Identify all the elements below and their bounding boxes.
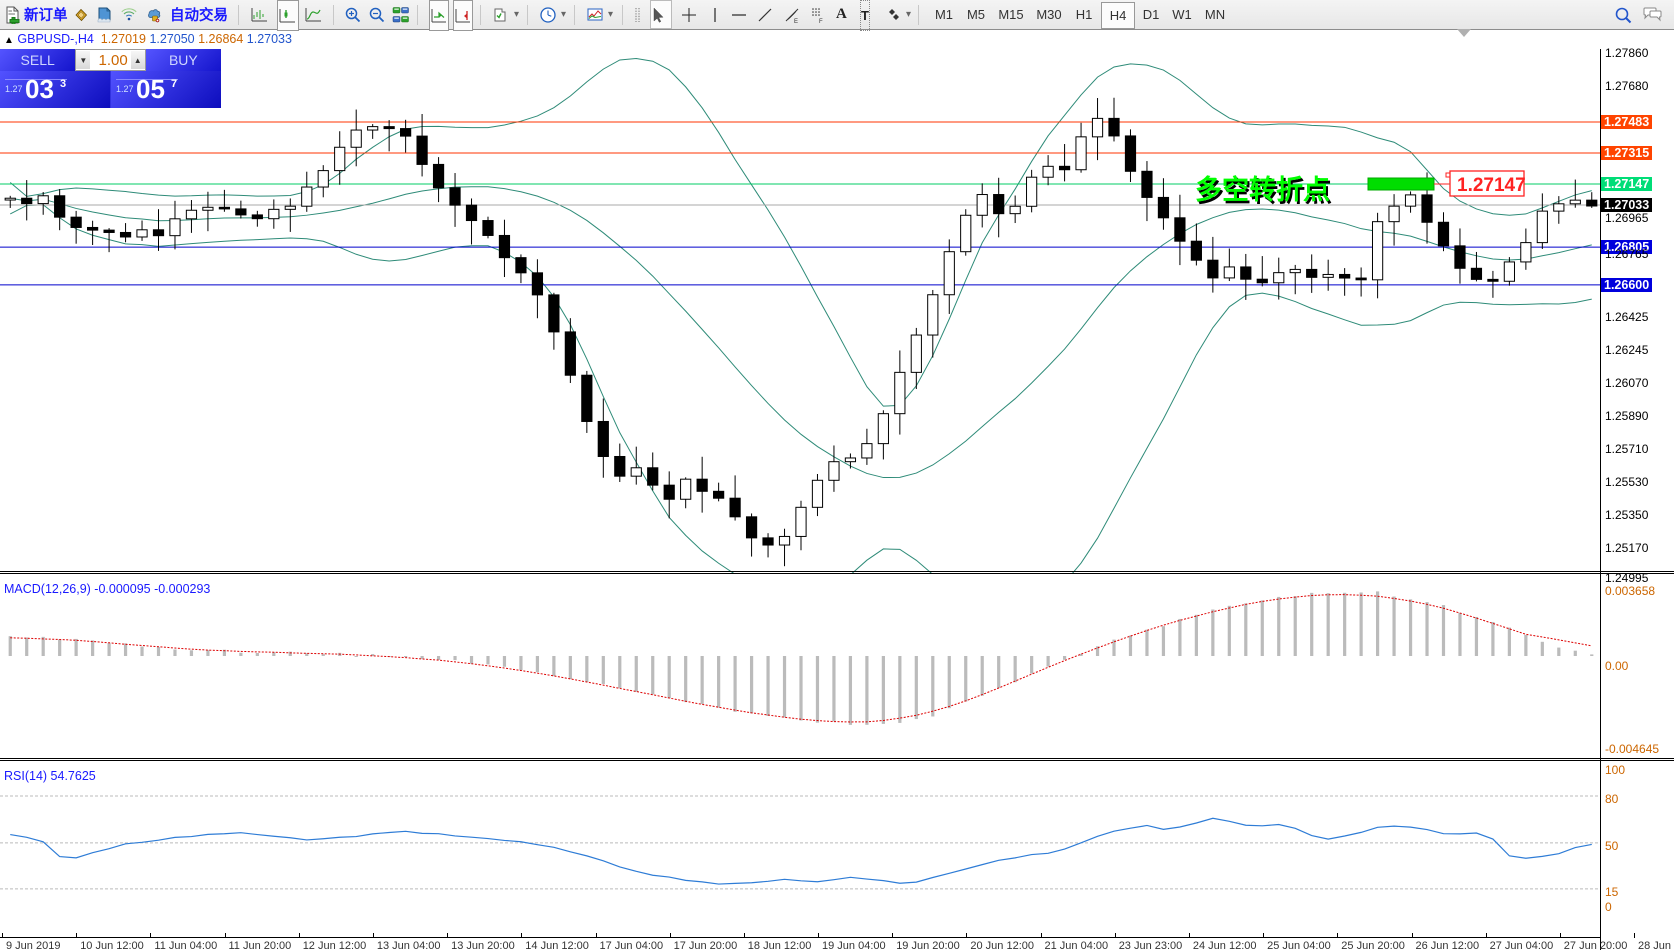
svg-text:多空转折点: 多空转折点 xyxy=(1195,174,1330,205)
svg-text:1.27147: 1.27147 xyxy=(1457,175,1526,196)
